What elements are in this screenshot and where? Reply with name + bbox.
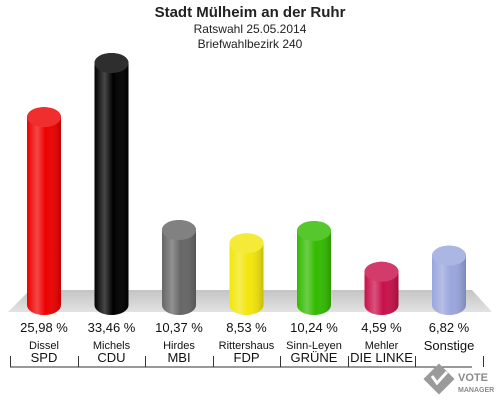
- bar-shading: [229, 233, 264, 315]
- bar-top: [432, 245, 466, 266]
- party-label: MBI: [167, 350, 190, 365]
- party-label: GRÜNE: [291, 350, 338, 365]
- vote-manager-logo: VOTE MANAGER: [423, 363, 494, 395]
- party-label: Sonstige: [424, 338, 475, 353]
- bar-top-highlight: [432, 245, 466, 266]
- bar-top-highlight: [27, 107, 61, 128]
- party-label: FDP: [234, 350, 260, 365]
- bar-0: [27, 107, 61, 316]
- bar-top-highlight: [297, 220, 331, 241]
- logo-manager-text: MANAGER: [458, 387, 494, 394]
- chart-title: Stadt Mülheim an der Ruhr: [154, 4, 346, 21]
- party-label: DIE LINKE: [350, 350, 413, 365]
- chart-header: Stadt Mülheim an der Ruhr Ratswahl 25.05…: [0, 4, 500, 52]
- bars-group: [27, 53, 466, 316]
- bar-top-highlight: [229, 233, 264, 254]
- bar-top: [27, 107, 61, 128]
- value-label: 6,82 %: [429, 320, 470, 335]
- bar-top: [364, 261, 399, 282]
- bar-4: [297, 220, 331, 315]
- value-label: 4,59 %: [361, 320, 402, 335]
- bar-3: [229, 233, 264, 315]
- candidate-label: Dissel: [29, 340, 59, 352]
- bar-top-highlight: [94, 53, 129, 73]
- value-label: 8,53 %: [226, 320, 267, 335]
- bar-shading: [162, 219, 196, 315]
- bar-1: [94, 53, 129, 315]
- bar-top-highlight: [162, 219, 196, 240]
- bar-5: [364, 261, 399, 315]
- bar-shading: [297, 220, 331, 315]
- bar-shading: [27, 107, 61, 316]
- candidate-label: Mehler: [365, 340, 399, 352]
- bar-shading: [94, 53, 129, 315]
- value-label: 25,98 %: [20, 320, 68, 335]
- value-label: 10,24 %: [290, 320, 338, 335]
- bar-6: [432, 245, 466, 315]
- bar-top: [229, 233, 264, 254]
- bar-top: [94, 53, 129, 73]
- logo-vote-text: VOTE: [458, 372, 488, 384]
- bar-top: [162, 219, 196, 240]
- candidate-label: Michels: [93, 340, 131, 352]
- bar-top-highlight: [364, 261, 399, 282]
- candidate-label: Sinn-Leyen: [286, 340, 342, 352]
- value-label: 33,46 %: [88, 320, 136, 335]
- bar-top: [297, 220, 331, 241]
- chart-subtitle-election: Ratswahl 25.05.2014: [193, 22, 307, 36]
- candidate-label: Rittershaus: [219, 340, 275, 352]
- candidate-label: Hirdes: [163, 340, 195, 352]
- party-label: CDU: [97, 350, 125, 365]
- value-label: 10,37 %: [155, 320, 203, 335]
- party-label: SPD: [31, 350, 58, 365]
- bar-2: [162, 219, 196, 315]
- chart-subtitle-district: Briefwahlbezirk 240: [197, 37, 303, 51]
